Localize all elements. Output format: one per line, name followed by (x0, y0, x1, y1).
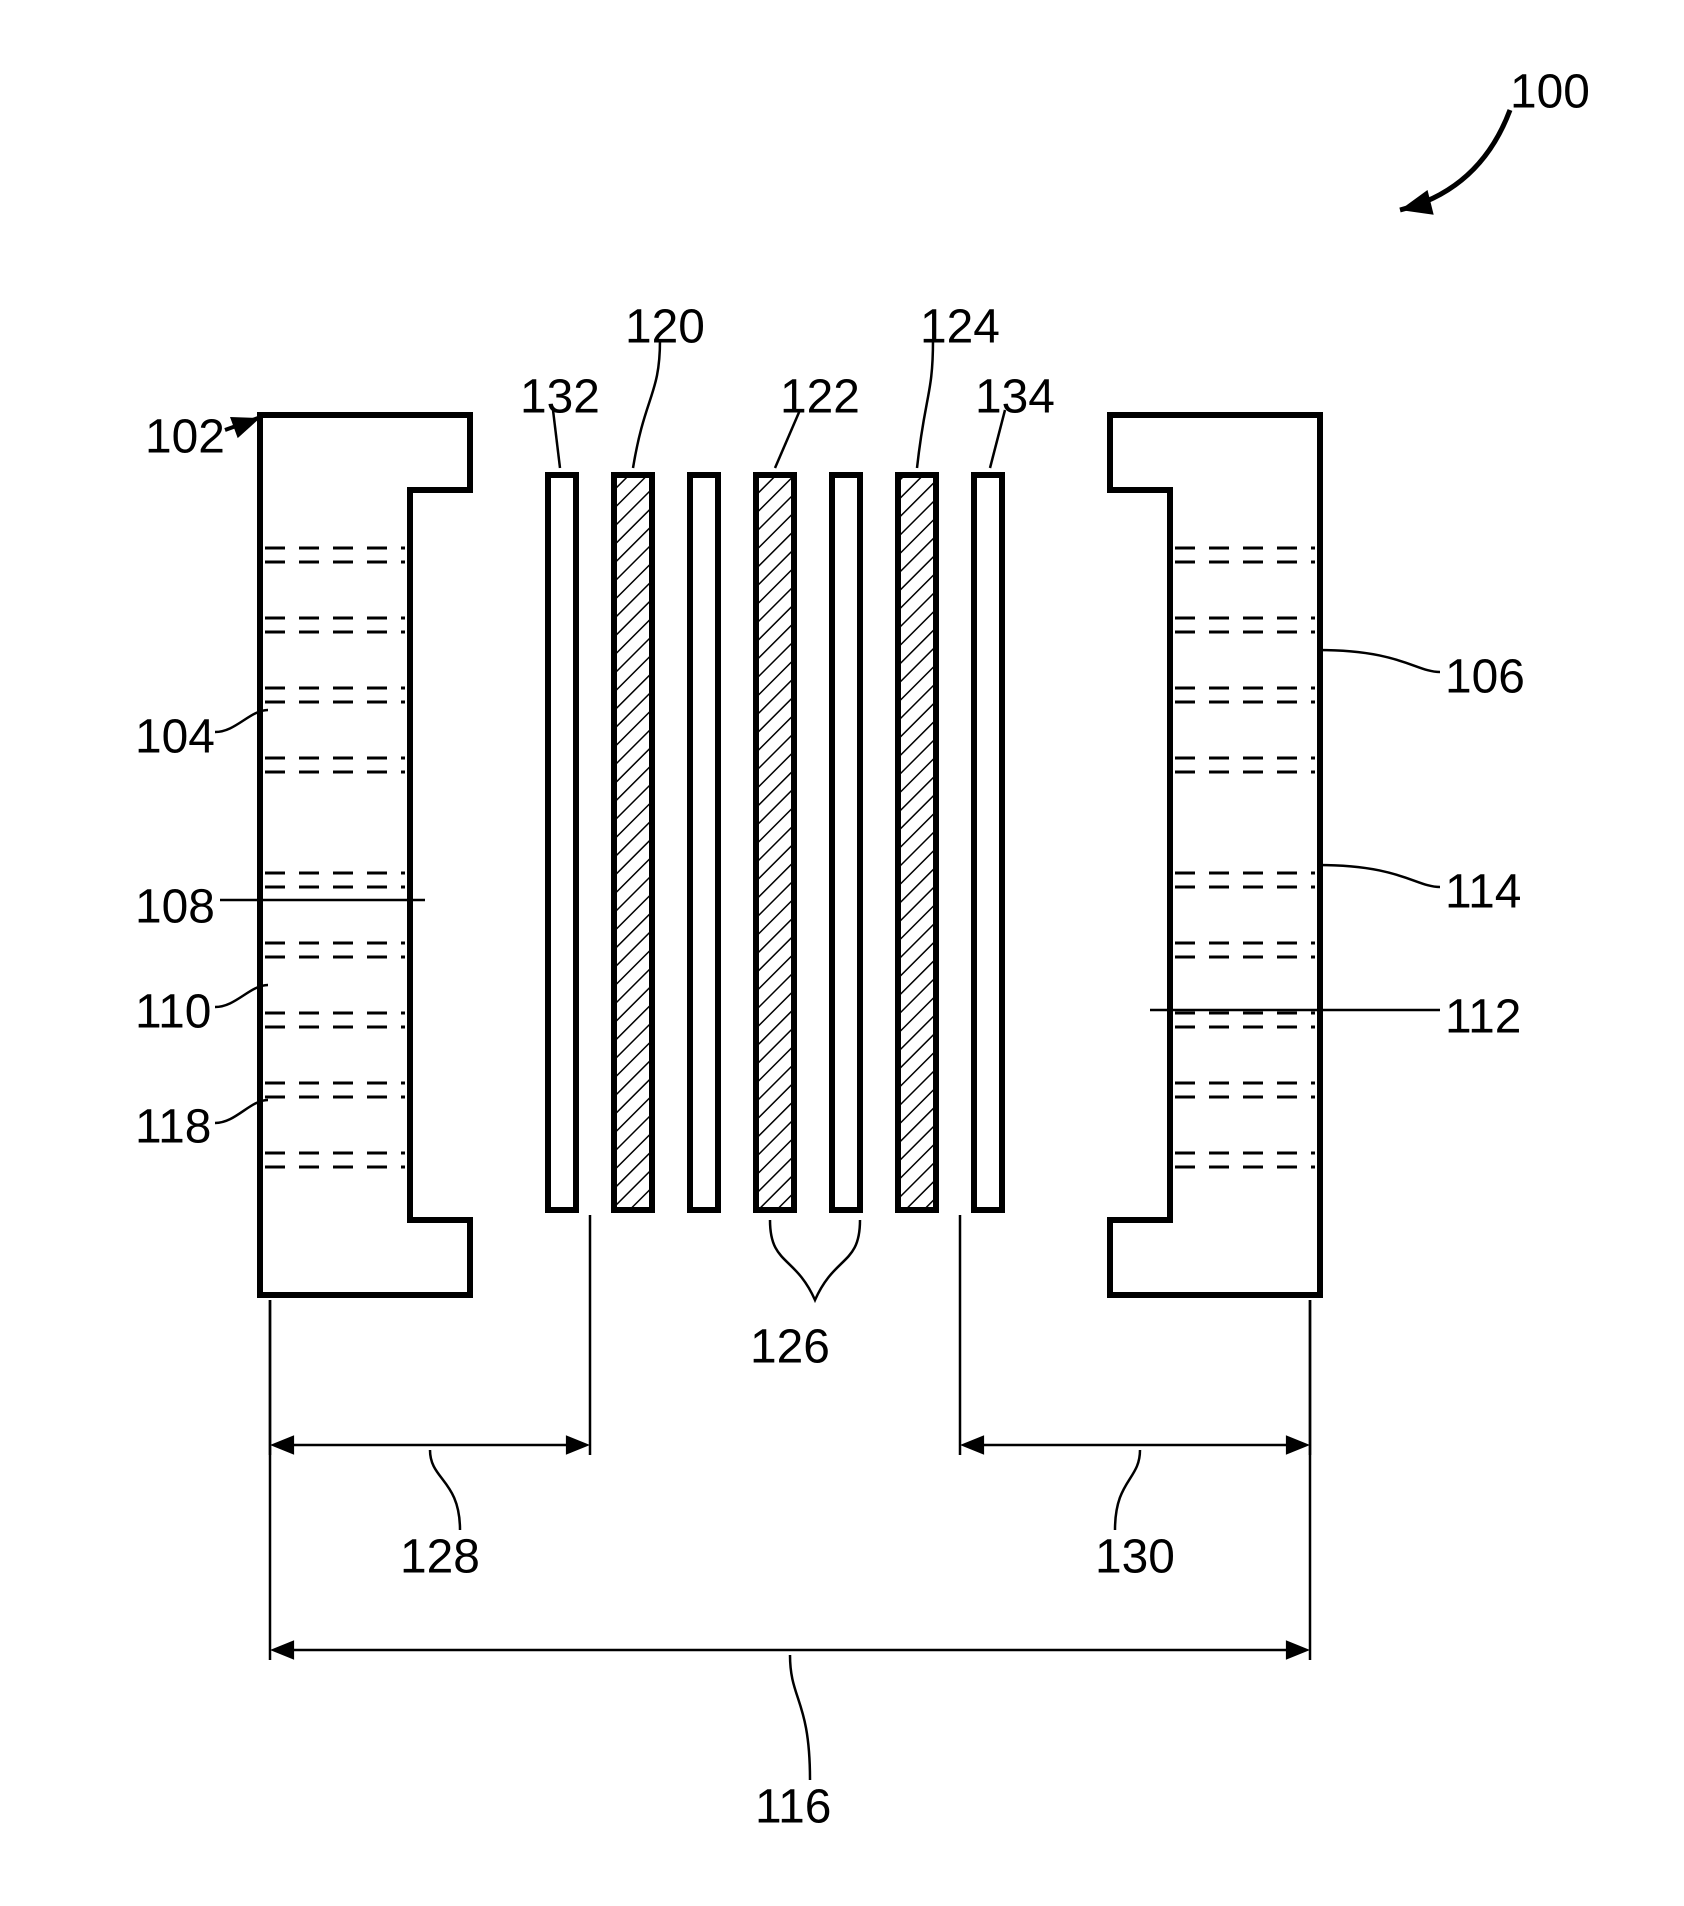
ref-label-118: 118 (135, 1101, 211, 1154)
left-bracket (260, 415, 470, 1295)
leader (430, 1450, 460, 1530)
ref-label-128: 128 (400, 1531, 480, 1584)
ref-label-102: 102 (145, 411, 225, 464)
leader (1318, 865, 1440, 887)
ref-label-106: 106 (1445, 651, 1525, 704)
leader-102 (225, 417, 260, 438)
ref-label-124: 124 (920, 301, 1000, 354)
bar-122 (756, 475, 794, 1210)
leader-100 (1400, 110, 1510, 215)
ref-label-120: 120 (625, 301, 705, 354)
ref-label-122: 122 (780, 371, 860, 424)
ref-label-104: 104 (135, 711, 215, 764)
leader (633, 340, 660, 468)
bar-120 (614, 475, 652, 1210)
bar-134 (974, 475, 1002, 1210)
ref-label-134: 134 (975, 371, 1055, 424)
ref-label-114: 114 (1445, 866, 1521, 919)
bar-p2 (832, 475, 860, 1210)
leader (790, 1655, 810, 1780)
ref-label-100: 100 (1510, 66, 1590, 119)
ref-label-112: 112 (1445, 991, 1521, 1044)
leader (1318, 650, 1440, 672)
leader-126-brace (770, 1220, 860, 1300)
ref-label-116: 116 (755, 1781, 831, 1834)
bar-124 (898, 475, 936, 1210)
ref-label-108: 108 (135, 881, 215, 934)
bar-p1 (690, 475, 718, 1210)
ref-label-110: 110 (135, 986, 211, 1039)
leader (1115, 1450, 1140, 1530)
ref-label-130: 130 (1095, 1531, 1175, 1584)
ref-label-132: 132 (520, 371, 600, 424)
leader (917, 340, 933, 468)
bar-132 (548, 475, 576, 1210)
ref-label-126: 126 (750, 1321, 830, 1374)
